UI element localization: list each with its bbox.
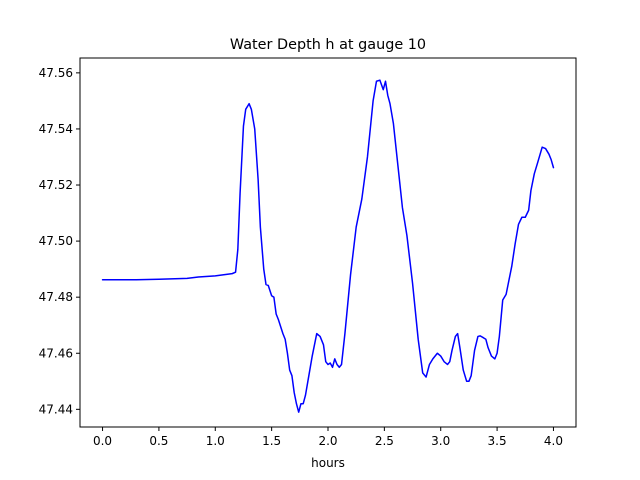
x-tick-label: 3.5	[488, 434, 507, 448]
y-tick-label: 47.46	[39, 346, 73, 360]
x-tick-label: 3.0	[431, 434, 450, 448]
y-axis: 47.44 47.46 47.48 47.50 47.52 47.54 47.56	[39, 66, 80, 416]
plot-area	[101, 79, 555, 413]
x-tick-label: 0.0	[93, 434, 112, 448]
x-axis: 0.0 0.5 1.0 1.5 2.0 2.5 3.0 3.5 4.0	[93, 427, 563, 448]
x-tick-label: 2.5	[375, 434, 394, 448]
y-tick-label: 47.52	[39, 178, 73, 192]
chart-title: Water Depth h at gauge 10	[230, 37, 426, 53]
x-tick-label: 0.5	[149, 434, 168, 448]
y-tick-label: 47.48	[39, 290, 73, 304]
x-tick-label: 1.0	[206, 434, 225, 448]
series-line-0	[101, 79, 555, 413]
y-tick-label: 47.54	[39, 122, 73, 136]
y-tick-label: 47.56	[39, 66, 73, 80]
x-tick-label: 1.5	[262, 434, 281, 448]
y-tick-label: 47.44	[39, 402, 73, 416]
x-tick-label: 4.0	[544, 434, 563, 448]
x-axis-label: hours	[311, 456, 345, 470]
y-tick-label: 47.50	[39, 234, 73, 248]
x-tick-label: 2.0	[318, 434, 337, 448]
